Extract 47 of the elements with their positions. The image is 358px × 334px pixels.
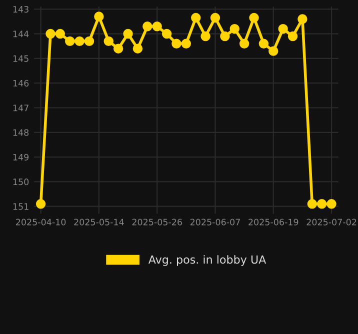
x-tick-label: 2025-07-02 xyxy=(306,218,356,226)
point xyxy=(74,36,84,46)
point xyxy=(220,31,230,42)
x-tick-label: 2025-06-07 xyxy=(190,218,240,226)
point xyxy=(123,28,133,39)
point xyxy=(36,199,46,209)
point xyxy=(94,12,104,22)
point xyxy=(298,14,308,24)
point xyxy=(132,44,143,54)
point xyxy=(288,31,298,42)
point xyxy=(152,22,162,32)
point xyxy=(181,38,192,49)
point xyxy=(142,22,152,32)
y-tick-label: 150 xyxy=(13,178,29,186)
y-tick-label: 147 xyxy=(13,104,28,112)
y-tick-label: 145 xyxy=(13,55,28,62)
point xyxy=(104,36,114,46)
y-tick-label: 143 xyxy=(13,6,28,13)
point xyxy=(113,44,124,54)
y-tick-label: 148 xyxy=(13,129,29,136)
x-tick-label: 2025-05-14 xyxy=(74,218,124,226)
point xyxy=(316,199,327,209)
x-tick-label: 2025-06-19 xyxy=(248,218,298,226)
point xyxy=(249,12,259,23)
x-tick-label: 2025-04-10 xyxy=(16,218,66,226)
point xyxy=(278,24,288,34)
point xyxy=(46,28,56,39)
point xyxy=(258,38,269,49)
y-tick-label: 151 xyxy=(13,203,28,210)
y-tick-label: 149 xyxy=(13,154,29,161)
point xyxy=(268,46,278,56)
point xyxy=(210,12,220,23)
point xyxy=(230,24,240,34)
y-tick-label: 144 xyxy=(13,30,29,38)
point xyxy=(55,28,66,39)
point xyxy=(190,12,201,23)
legend-label: Avg. pos. in lobby UA xyxy=(148,255,266,266)
point xyxy=(84,36,94,46)
point xyxy=(172,38,182,49)
point xyxy=(200,31,210,42)
point xyxy=(239,38,250,49)
point xyxy=(326,199,336,209)
point xyxy=(65,36,75,46)
point xyxy=(307,199,318,209)
point xyxy=(162,28,172,39)
y-tick-label: 146 xyxy=(13,80,29,87)
x-tick-label: 2025-05-26 xyxy=(132,218,182,226)
